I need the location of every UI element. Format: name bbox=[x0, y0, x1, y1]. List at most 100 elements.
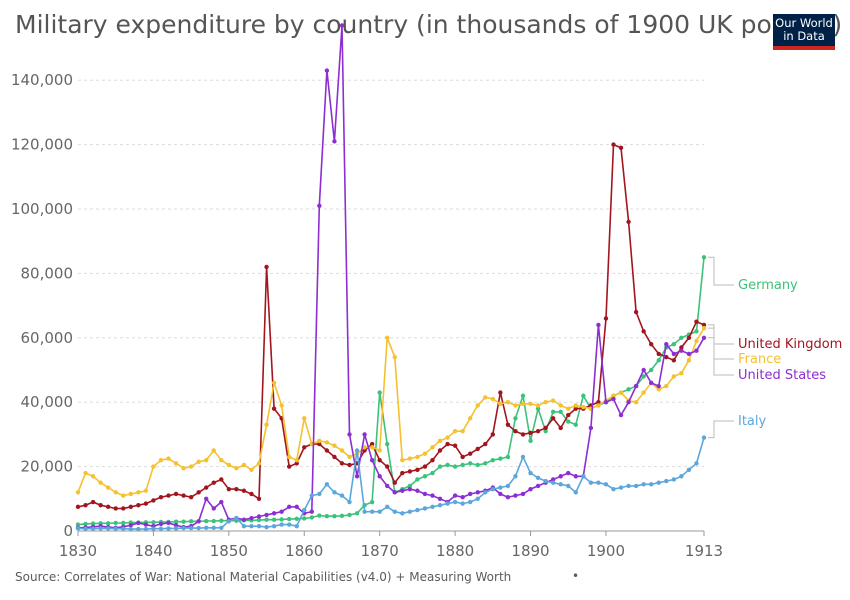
y-tick-label: 80,000 bbox=[21, 264, 74, 282]
data-point bbox=[332, 490, 337, 495]
data-point bbox=[581, 404, 586, 410]
data-point bbox=[400, 457, 405, 463]
data-point bbox=[581, 393, 586, 398]
data-point bbox=[400, 488, 405, 493]
data-point bbox=[679, 345, 684, 350]
data-point bbox=[649, 342, 654, 347]
data-point bbox=[467, 491, 473, 497]
data-point bbox=[385, 483, 390, 489]
data-point bbox=[445, 462, 450, 468]
data-point bbox=[460, 494, 465, 500]
data-point bbox=[309, 509, 315, 514]
data-point bbox=[437, 448, 443, 453]
data-point bbox=[90, 474, 96, 479]
legend-label-germany[interactable]: Germany bbox=[738, 278, 798, 293]
legend-label-france[interactable]: France bbox=[738, 352, 781, 367]
data-point bbox=[249, 491, 254, 497]
data-point bbox=[701, 335, 707, 340]
source-bullet: • bbox=[572, 569, 580, 583]
data-point bbox=[369, 509, 375, 514]
data-point bbox=[641, 329, 646, 334]
owid-logo[interactable]: Our World in Data bbox=[773, 14, 835, 50]
data-point bbox=[211, 480, 216, 485]
data-point bbox=[339, 461, 345, 466]
data-point bbox=[400, 470, 405, 476]
data-point bbox=[641, 482, 646, 487]
legend-label-united-states[interactable]: United States bbox=[738, 368, 826, 383]
legend-label-italy[interactable]: Italy bbox=[738, 414, 767, 429]
data-point bbox=[219, 525, 224, 530]
data-point bbox=[324, 448, 330, 453]
data-point bbox=[75, 504, 81, 510]
y-tick-label: 40,000 bbox=[21, 393, 74, 411]
data-point bbox=[143, 501, 149, 506]
data-point bbox=[701, 325, 707, 331]
data-point bbox=[460, 454, 465, 460]
data-point bbox=[535, 428, 541, 434]
data-point bbox=[407, 509, 413, 514]
data-point bbox=[611, 486, 616, 492]
data-point bbox=[641, 374, 646, 379]
data-point bbox=[415, 477, 420, 482]
data-point bbox=[513, 474, 518, 479]
data-point bbox=[173, 491, 179, 497]
data-point bbox=[173, 526, 179, 531]
data-point bbox=[528, 486, 533, 492]
data-point bbox=[505, 483, 511, 489]
data-point bbox=[302, 445, 307, 450]
data-point bbox=[558, 409, 563, 415]
data-point bbox=[347, 499, 352, 505]
data-point bbox=[369, 457, 375, 463]
data-point bbox=[98, 526, 103, 531]
data-point bbox=[256, 514, 262, 519]
data-point bbox=[686, 358, 692, 363]
data-point bbox=[249, 515, 254, 521]
data-point bbox=[317, 513, 322, 518]
data-point bbox=[603, 400, 609, 405]
data-point bbox=[286, 522, 292, 527]
data-point bbox=[513, 493, 518, 498]
data-point bbox=[83, 503, 88, 508]
data-point bbox=[679, 371, 684, 376]
data-point bbox=[490, 396, 496, 402]
series-line-united-states bbox=[77, 25, 705, 529]
data-point bbox=[317, 203, 322, 208]
data-point bbox=[626, 387, 631, 392]
data-point bbox=[136, 503, 141, 508]
data-point bbox=[347, 512, 352, 518]
data-point bbox=[430, 470, 435, 476]
data-point bbox=[302, 516, 307, 521]
data-point bbox=[188, 464, 194, 469]
source-note[interactable]: Source: Correlates of War: National Mate… bbox=[15, 570, 512, 584]
data-point bbox=[211, 506, 216, 511]
data-point bbox=[294, 523, 299, 529]
data-point bbox=[694, 461, 699, 466]
x-tick-label: 1913 bbox=[685, 542, 723, 560]
data-point bbox=[566, 412, 571, 418]
chart-area: 0 20,000 40,000 60,000 80,000 100,000 120,000 1… bbox=[11, 23, 842, 560]
data-point bbox=[520, 491, 526, 497]
data-point bbox=[445, 501, 450, 506]
y-tick-label: 100,000 bbox=[11, 200, 73, 218]
data-point bbox=[158, 521, 164, 527]
data-point bbox=[664, 342, 669, 347]
data-point bbox=[535, 406, 541, 411]
data-point bbox=[226, 462, 232, 468]
data-point bbox=[498, 456, 503, 461]
data-point bbox=[641, 367, 646, 373]
data-point bbox=[686, 335, 692, 340]
data-point bbox=[286, 454, 292, 460]
data-point bbox=[452, 428, 458, 434]
data-point bbox=[128, 526, 133, 532]
data-point bbox=[694, 348, 699, 353]
legend-label-united-kingdom[interactable]: United Kingdom bbox=[738, 337, 842, 352]
data-point bbox=[467, 461, 473, 466]
data-point bbox=[543, 400, 548, 405]
data-point bbox=[701, 322, 707, 328]
data-point bbox=[618, 485, 624, 490]
data-point bbox=[498, 401, 503, 407]
data-point bbox=[83, 526, 88, 531]
data-point bbox=[467, 499, 473, 505]
data-point bbox=[241, 517, 247, 522]
data-point bbox=[219, 477, 224, 482]
